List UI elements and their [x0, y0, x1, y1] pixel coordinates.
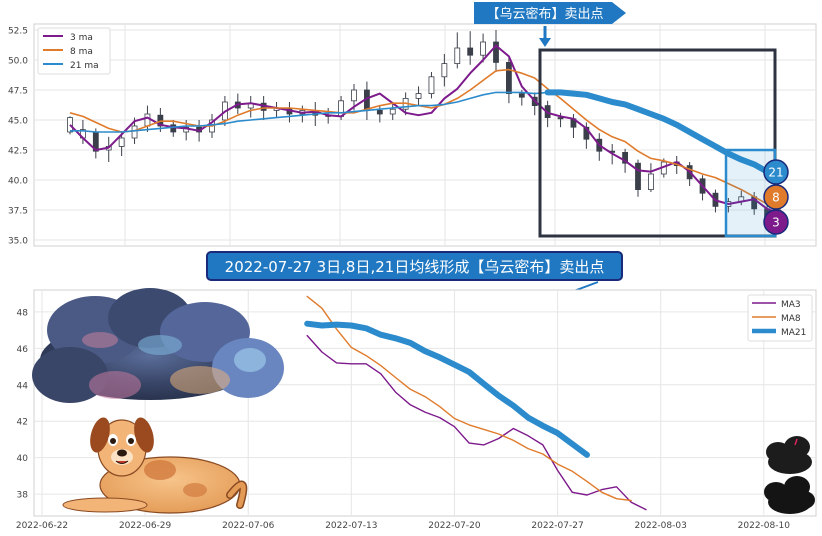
candlestick-panel: 35.0 37.5 40.0 42.5 45.0 47.5 50.0 52.5 21 8 3 …: [8, 2, 817, 247]
legend-label-21ma: 21 ma: [70, 61, 99, 71]
line-x-tick-label: 2022-07-06: [222, 521, 275, 531]
badge-21: 21: [763, 159, 789, 185]
dark-cloud-icon: [766, 436, 812, 474]
line-x-tick-label: 2022-07-20: [428, 521, 481, 531]
badge-21-label: 21: [768, 166, 783, 180]
candle-body: [389, 108, 396, 115]
storm-cloud-illustration: [32, 288, 284, 403]
candle-body: [506, 62, 512, 95]
candle-legend: 3 ma 8 ma 21 ma: [37, 27, 111, 75]
candle-body: [428, 76, 435, 95]
candle-y-tick-label: 45.0: [8, 117, 28, 127]
candle-ma-line-3-ma: [69, 44, 781, 215]
candle: [118, 132, 125, 156]
candle-body: [635, 162, 641, 190]
legend-label-ma21: MA21: [781, 328, 806, 338]
candle-body: [467, 47, 474, 56]
ma-line-panel: 38 40 42 44 46 48 2022-06-22 2022-06-29 2022-07…: [16, 288, 817, 531]
candle: [389, 102, 396, 120]
ma-lines: [304, 295, 647, 511]
line-y-tick-label: 40: [17, 454, 29, 464]
line-x-tick-label: 2022-07-13: [325, 521, 377, 531]
line-y-tick-label: 38: [17, 491, 29, 501]
dog-illustration: [62, 417, 248, 514]
mid-banner-text: 2022-07-27 3日,8日,21日均线形成【乌云密布】卖出点: [225, 258, 605, 276]
candle-body: [376, 110, 383, 115]
candle-body: [518, 93, 525, 98]
candle-y-tick-label: 47.5: [8, 87, 28, 97]
line-y-tick-label: 46: [17, 345, 29, 355]
top-banner-arrow-head: [539, 38, 551, 47]
candle: [415, 86, 422, 106]
candle: [493, 30, 499, 72]
line-x-tick-label: 2022-08-03: [635, 521, 687, 531]
candle-ma-line-8-ma: [69, 68, 781, 210]
legend-label-3ma: 3 ma: [70, 33, 93, 43]
candle: [454, 32, 461, 69]
candle-body: [144, 113, 151, 127]
candle-ma-lines: [69, 44, 783, 215]
candle-body: [415, 93, 422, 99]
candle: [648, 163, 654, 192]
candle: [428, 72, 435, 99]
top-banner: 【乌云密布】卖出点: [474, 2, 626, 47]
candle-y-tick-label: 40.0: [8, 177, 28, 187]
top-banner-text: 【乌云密布】卖出点: [486, 6, 603, 22]
candle: [506, 57, 512, 104]
candle-y-tick-label: 42.5: [8, 147, 28, 157]
candle-body: [454, 47, 461, 64]
badge-8-label: 8: [772, 191, 780, 205]
candle: [557, 112, 564, 128]
candle-body: [493, 41, 499, 63]
line-y-tick-label: 44: [17, 381, 29, 391]
candle-body: [557, 117, 564, 120]
dark-cloud-icon: [764, 476, 815, 514]
ma-line-MA3: [306, 334, 647, 511]
candle-body: [622, 151, 628, 164]
candle: [441, 54, 448, 87]
candle-body: [648, 173, 654, 190]
candle-body: [441, 63, 448, 78]
candle: [480, 33, 486, 63]
candle: [467, 31, 474, 65]
legend-label-ma8: MA8: [781, 314, 801, 324]
ma-line-MA8: [306, 295, 632, 502]
badge-3: 3: [763, 209, 789, 235]
candle: [635, 159, 641, 197]
line-y-tick-label: 48: [17, 308, 29, 318]
badge-8: 8: [763, 184, 789, 210]
candle-y-tick-label: 52.5: [8, 27, 28, 37]
line-y-tick-label: 42: [17, 418, 28, 428]
line-legend: MA3 MA8 MA21: [747, 294, 813, 342]
candle-y-ticks: 35.0 37.5 40.0 42.5 45.0 47.5 50.0 52.5: [8, 27, 28, 247]
candle-plot-frame: [33, 23, 817, 247]
mid-banner-box: [206, 251, 623, 281]
candle-body: [351, 89, 357, 102]
candle-grid: [34, 24, 816, 246]
line-x-ticks: 2022-06-22 2022-06-29 2022-07-06 2022-07-13…: [16, 521, 790, 531]
line-x-tick-label: 2022-06-22: [16, 521, 68, 531]
line-x-tick-label: 2022-08-10: [738, 521, 791, 531]
candle-body: [118, 137, 125, 147]
legend-label-8ma: 8 ma: [70, 47, 93, 57]
top-banner-shape: [474, 2, 626, 24]
badge-3-label: 3: [772, 216, 780, 230]
ma-line-MA21: [304, 320, 590, 458]
line-x-tick-label: 2022-06-29: [119, 521, 172, 531]
candle-ma21-emphasis: [544, 89, 783, 182]
candle-y-tick-label: 50.0: [8, 57, 28, 67]
candle-y-tick-label: 37.5: [8, 207, 28, 217]
line-x-tick-label: 2022-07-27: [531, 521, 583, 531]
candle-body: [480, 41, 486, 56]
candle-y-tick-label: 35.0: [8, 237, 28, 247]
candle-body: [131, 125, 138, 139]
bearish-highlight-box: [538, 48, 777, 238]
line-y-ticks: 38 40 42 44 46 48: [17, 308, 29, 500]
legend-label-ma3: MA3: [781, 300, 801, 310]
candle-body: [67, 117, 73, 133]
